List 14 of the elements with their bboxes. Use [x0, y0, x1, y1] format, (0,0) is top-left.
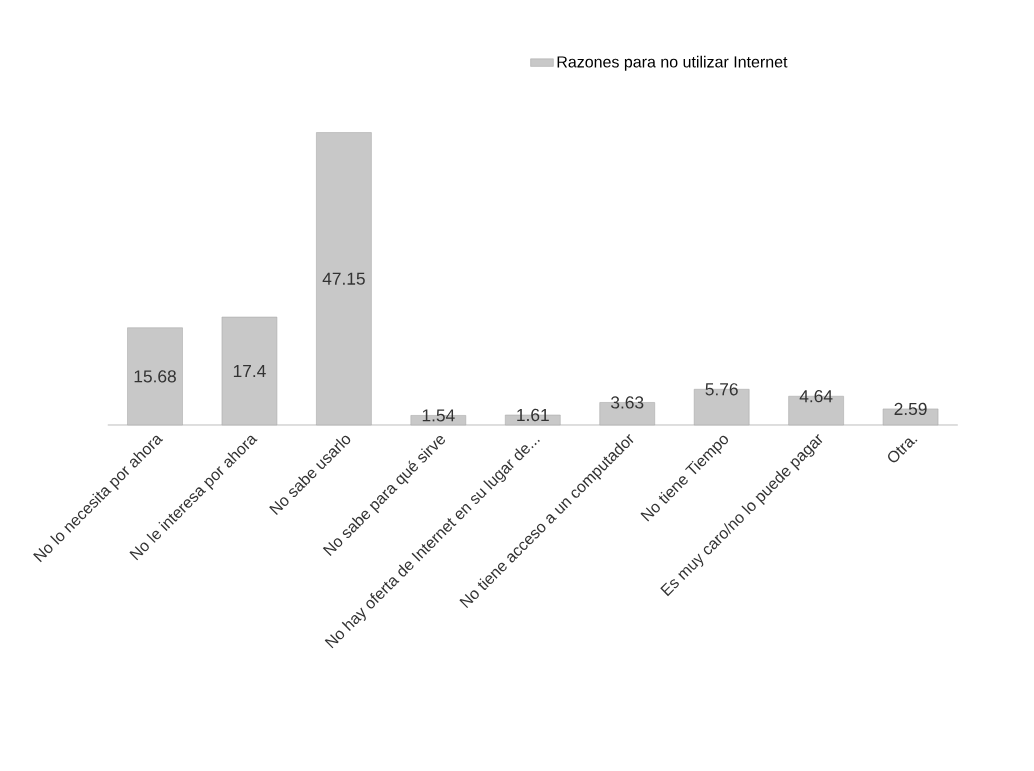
- data-label: 47.15: [322, 272, 365, 285]
- bar: [316, 132, 372, 426]
- data-label: 5.76: [705, 383, 738, 396]
- bar: [127, 327, 183, 426]
- data-label: 1.54: [422, 409, 455, 422]
- legend-label: Razones para no utilizar Internet: [557, 55, 788, 71]
- data-label: 15.68: [134, 370, 176, 383]
- data-label: 2.59: [894, 402, 927, 416]
- data-label: 17.4: [233, 365, 266, 377]
- data-label: 3.63: [611, 396, 644, 409]
- data-label: 4.64: [799, 390, 833, 403]
- x-tick-label: Otra.: [888, 438, 918, 463]
- bar: [221, 316, 278, 426]
- data-label: 1.61: [517, 408, 549, 422]
